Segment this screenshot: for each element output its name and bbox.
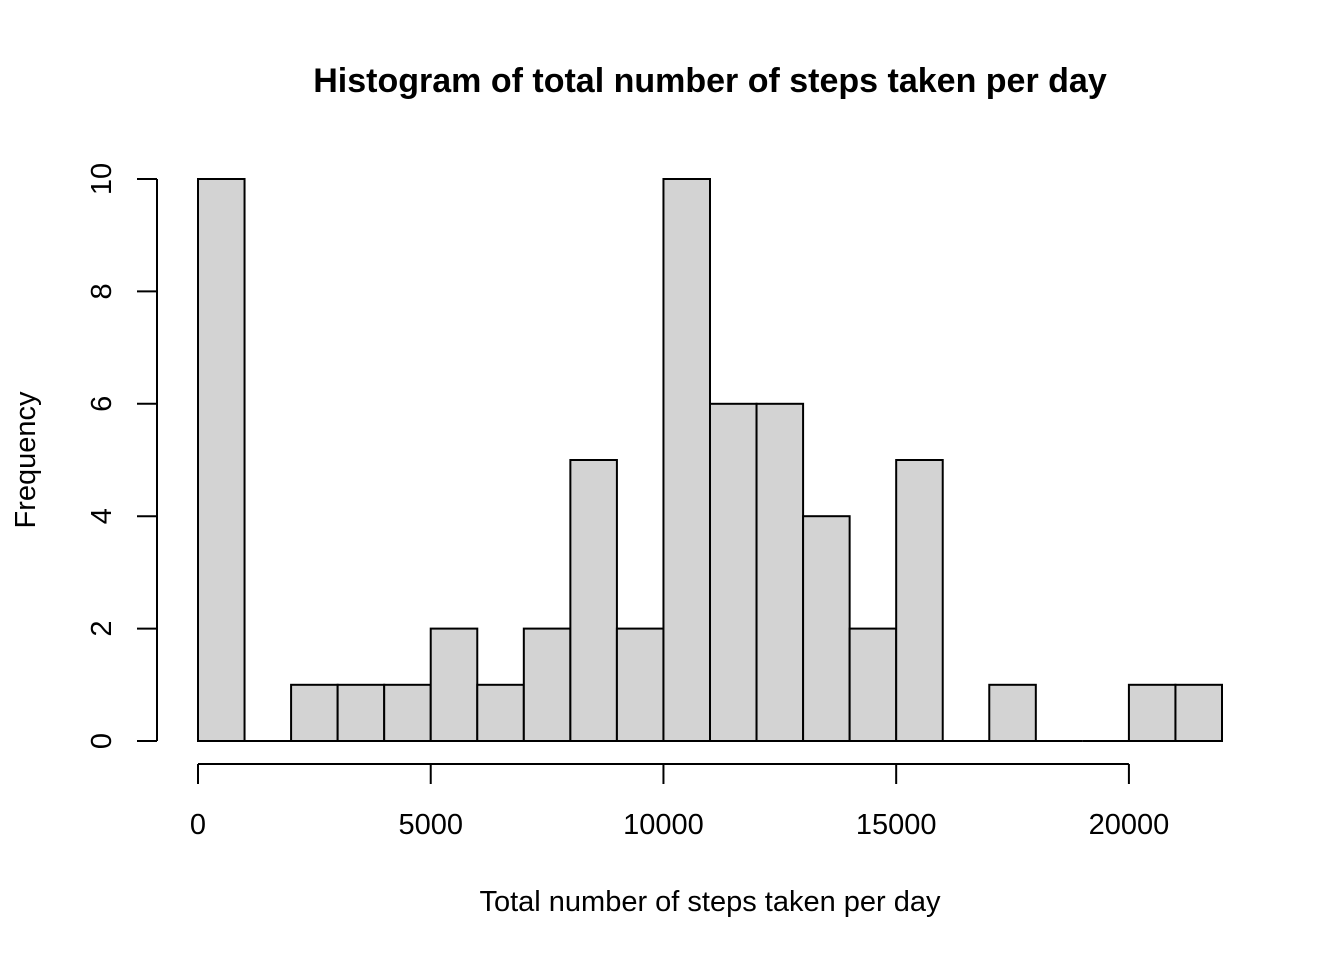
histogram-bar <box>569 459 618 742</box>
histogram-bar <box>1127 683 1177 742</box>
y-tick-label: 8 <box>86 283 118 299</box>
x-tick-label: 20000 <box>1089 809 1170 841</box>
y-tick-label: 2 <box>86 621 118 637</box>
histogram-bar <box>476 683 525 742</box>
x-tick-label: 15000 <box>856 809 937 841</box>
y-axis-title: Frequency <box>10 391 42 529</box>
histogram-bar <box>522 627 572 742</box>
histogram-bar <box>429 627 479 742</box>
x-tick-label: 10000 <box>623 809 704 841</box>
y-tick-label: 10 <box>86 163 118 195</box>
x-tick-label: 5000 <box>398 809 463 841</box>
x-axis: 0 5000 10000 15000 20000 <box>190 763 1170 841</box>
histogram-bar <box>336 683 386 742</box>
chart-title: Histogram of total number of steps taken… <box>313 62 1107 100</box>
histogram-bar <box>709 402 758 742</box>
histogram-bar <box>662 178 711 742</box>
histogram-bar <box>615 627 665 742</box>
histogram-bar <box>988 683 1037 742</box>
x-tick-label: 0 <box>190 809 206 841</box>
histogram-bar <box>895 459 944 742</box>
histogram-bar <box>802 515 851 743</box>
histogram-bar <box>383 683 432 742</box>
bars-group <box>197 178 1224 743</box>
histogram-bar <box>755 402 805 742</box>
y-tick-label: 0 <box>86 733 118 749</box>
y-axis: 0 2 4 6 8 10 <box>86 163 158 749</box>
y-tick-label: 6 <box>86 396 118 412</box>
y-tick-label: 4 <box>86 508 118 524</box>
histogram-bar <box>197 178 246 742</box>
histogram-bar <box>290 683 339 742</box>
histogram-bar <box>848 627 898 742</box>
x-axis-title: Total number of steps taken per day <box>479 886 941 918</box>
histogram-bar <box>1174 683 1224 742</box>
